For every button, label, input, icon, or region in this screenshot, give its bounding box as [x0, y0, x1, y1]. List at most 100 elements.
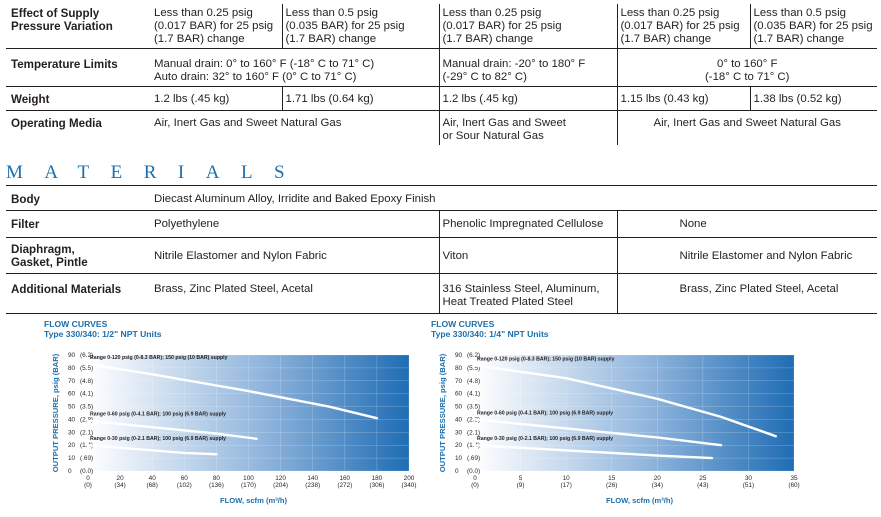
- spec-cell: Less than 0.25 psig (0.017 BAR) for 25 p…: [438, 4, 617, 49]
- x-tick-label-alt: (170): [241, 482, 256, 489]
- materials-heading: MATERIALS: [6, 162, 307, 183]
- spec-cell: Air, Inert Gas and Sweet Natural Gas: [154, 117, 342, 129]
- x-tick-label-alt: (306): [369, 482, 384, 489]
- y-tick-label: 80: [455, 365, 463, 372]
- y-axis-label: OUTPUT PRESSURE, psig (BAR): [51, 353, 60, 472]
- x-tick-label: 100: [243, 475, 254, 482]
- y-tick-label-alt: (4.1): [467, 391, 480, 398]
- y-tick-label-alt: (3.5): [80, 404, 93, 411]
- x-tick-label-alt: (26): [606, 482, 617, 489]
- x-tick-label-alt: (136): [209, 482, 224, 489]
- materials-cell: Diecast Aluminum Alloy, Irridite and Bak…: [151, 185, 877, 211]
- spec-row-pressure-variation: Effect of Supply Pressure Variation Less…: [6, 4, 877, 49]
- x-tick-label: 20: [117, 475, 125, 482]
- series-line: [86, 419, 258, 440]
- spec-cell: Manual drain: 0° to 160° F (-18° C to 71…: [151, 48, 439, 87]
- y-tick-label-alt: (5.5): [467, 365, 480, 372]
- materials-label: Body: [6, 185, 151, 211]
- series-label: Range 0-30 psig (0-2.1 BAR); 100 psig (6…: [477, 436, 613, 442]
- x-tick-label-alt: (204): [273, 482, 288, 489]
- spec-cell: Less than 0.5 psig (0.035 BAR) for 25 ps…: [281, 4, 439, 49]
- series-line: [473, 444, 714, 460]
- x-tick-label: 35: [790, 475, 798, 482]
- x-tick-label: 140: [307, 475, 318, 482]
- materials-cell: Brass, Zinc Plated Steel, Acetal: [151, 273, 439, 314]
- series-label: Range 0-120 psig (0-8.3 BAR); 150 psig (…: [90, 355, 228, 361]
- chart-title: FLOW CURVES: [431, 319, 495, 329]
- y-axis-label: OUTPUT PRESSURE, psig (BAR): [438, 353, 447, 472]
- spec-row-weight: Weight 1.2 lbs (.45 kg) 1.71 lbs (0.64 k…: [6, 86, 877, 111]
- chart-title: FLOW CURVES: [44, 319, 108, 329]
- y-tick-label: 90: [455, 352, 463, 359]
- spec-label: Effect of Supply Pressure Variation: [6, 4, 151, 49]
- x-tick-label: 25: [699, 475, 707, 482]
- x-tick-label: 20: [654, 475, 662, 482]
- x-tick-label-alt: (340): [402, 482, 417, 489]
- spec-cell: 1.2 lbs (.45 kg): [151, 86, 282, 111]
- x-tick-label: 40: [149, 475, 157, 482]
- series-line: [86, 444, 218, 456]
- spec-cell: Manual drain: -20° to 180° F (-29° C to …: [438, 48, 617, 87]
- spec-cell: 1.15 lbs (0.43 kg): [616, 86, 750, 111]
- y-tick-label: 0: [68, 468, 72, 475]
- x-tick-label-alt: (0): [471, 482, 479, 489]
- x-tick-label: 5: [519, 475, 523, 482]
- y-tick-label-alt: (1.4): [467, 442, 480, 449]
- x-tick-label: 80: [213, 475, 221, 482]
- y-tick-label: 20: [68, 442, 76, 449]
- spec-cell: Air, Inert Gas and Sweet or Sour Natural…: [438, 110, 617, 145]
- y-tick-label-alt: (3.5): [467, 404, 480, 411]
- chart-subtitle: Type 330/340: 1/4" NPT Units: [431, 329, 549, 339]
- spec-cell: Less than 0.25 psig (0.017 BAR) for 25 p…: [151, 4, 282, 49]
- materials-row-additional: Additional Materials Brass, Zinc Plated …: [6, 273, 877, 314]
- y-tick-label-alt: (2.1): [80, 429, 93, 436]
- spec-label: Weight: [6, 86, 151, 111]
- materials-row-filter: Filter Polyethylene Phenolic Impregnated…: [6, 210, 877, 238]
- y-tick-label-alt: (4.8): [80, 378, 93, 385]
- x-axis-label: FLOW, scfm (m³/h): [220, 496, 288, 505]
- x-axis-label: FLOW, scfm (m³/h): [606, 496, 674, 505]
- x-tick-label: 10: [563, 475, 571, 482]
- x-tick-label: 200: [404, 475, 415, 482]
- spec-cell: Air, Inert Gas and Sweet Natural Gas: [616, 110, 877, 145]
- materials-label: Filter: [6, 210, 151, 238]
- materials-table: Body Diecast Aluminum Alloy, Irridite an…: [6, 185, 877, 314]
- series-label: Range 0-60 psig (0-4.1 BAR); 100 psig (6…: [477, 410, 613, 416]
- y-tick-label-alt: (5.5): [80, 365, 93, 372]
- flow-curves-chart-quarter-inch: FLOW CURVES Type 330/340: 1/4" NPT Units 0…: [400, 318, 840, 517]
- x-tick-label: 0: [86, 475, 90, 482]
- spec-cell: 0° to 160° F (-18° C to 71° C): [616, 48, 877, 87]
- spec-cell: 1.71 lbs (0.64 kg): [281, 86, 439, 111]
- y-tick-label: 0: [455, 468, 459, 475]
- materials-cell: Phenolic Impregnated Cellulose: [438, 210, 617, 238]
- y-tick-label: 60: [455, 391, 463, 398]
- series-label: Range 0-60 psig (0-4.1 BAR); 100 psig (6…: [90, 412, 226, 418]
- y-tick-label: 30: [68, 429, 76, 436]
- spec-row-temperature: Temperature Limits Manual drain: 0° to 1…: [6, 48, 877, 87]
- y-tick-label: 70: [455, 378, 463, 385]
- chart-subtitle: Type 330/340: 1/2" NPT Units: [44, 329, 162, 339]
- y-tick-label-alt: (6.2): [467, 352, 480, 359]
- series-line: [86, 362, 379, 420]
- y-tick-label: 30: [455, 429, 463, 436]
- materials-row-body: Body Diecast Aluminum Alloy, Irridite an…: [6, 185, 877, 211]
- materials-label: Additional Materials: [6, 273, 151, 314]
- x-tick-label-alt: (60): [788, 482, 799, 489]
- y-tick-label-alt: (2.1): [467, 429, 480, 436]
- x-tick-label-alt: (68): [147, 482, 158, 489]
- x-tick-label: 180: [372, 475, 383, 482]
- specifications-table: Effect of Supply Pressure Variation Less…: [6, 4, 877, 145]
- spec-label: Temperature Limits: [6, 48, 151, 87]
- x-tick-label-alt: (34): [652, 482, 663, 489]
- y-tick-label-alt: (6.2): [80, 352, 93, 359]
- series-line: [473, 364, 777, 438]
- y-tick-label: 60: [68, 391, 76, 398]
- x-tick-label: 120: [275, 475, 286, 482]
- materials-cell: Nitrile Elastomer and Nylon Fabric: [616, 237, 877, 274]
- spec-cell: Less than 0.5 psig (0.035 BAR) for 25 ps…: [749, 4, 877, 49]
- materials-cell: 316 Stainless Steel, Aluminum, Heat Trea…: [438, 273, 617, 314]
- spec-cell: Less than 0.25 psig (0.017 BAR) for 25 p…: [616, 4, 750, 49]
- spec-cell: 1.38 lbs (0.52 kg): [749, 86, 877, 111]
- y-tick-label: 50: [455, 404, 463, 411]
- y-tick-label-alt: (.69): [467, 455, 480, 462]
